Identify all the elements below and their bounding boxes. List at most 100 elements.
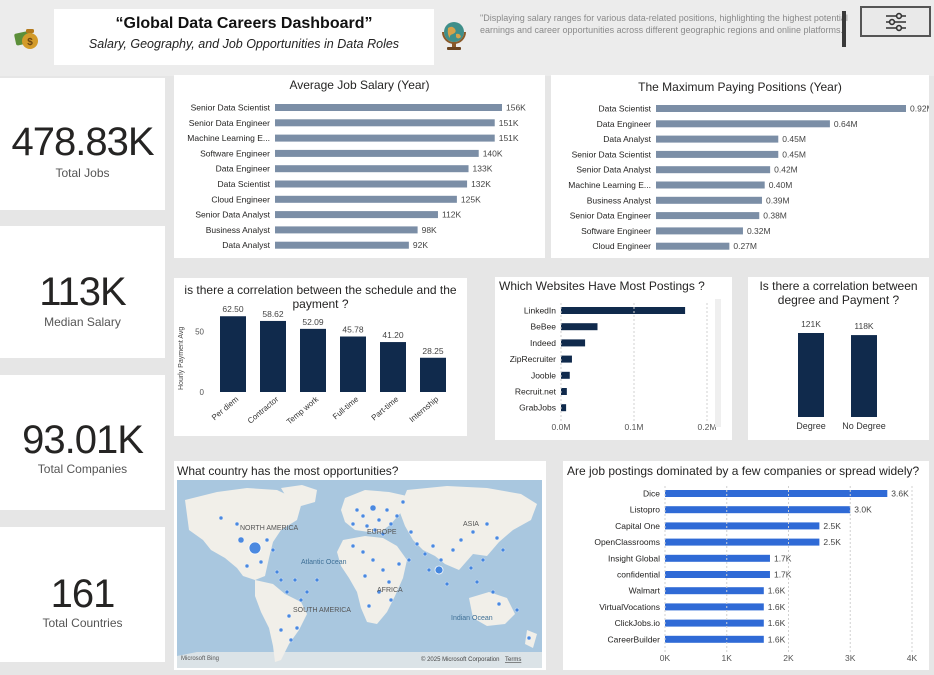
bar[interactable] [561, 323, 598, 331]
map-bubble[interactable] [366, 603, 372, 609]
bar[interactable] [665, 571, 770, 578]
map-bubble[interactable] [298, 597, 304, 603]
map-bubble[interactable] [380, 531, 386, 537]
map-bubble[interactable] [362, 573, 368, 579]
bar[interactable] [561, 307, 686, 314]
map-bubble[interactable] [514, 607, 520, 613]
world-map[interactable]: NORTH AMERICA EUROPE ASIA Atlantic Ocean… [177, 480, 542, 668]
bar[interactable] [665, 603, 764, 611]
bar[interactable] [656, 150, 779, 158]
map-bubble[interactable] [474, 579, 480, 585]
map-bubble[interactable] [422, 551, 428, 557]
map-bubble[interactable] [496, 601, 502, 607]
map-bubble[interactable] [278, 627, 284, 633]
bar[interactable] [656, 120, 830, 128]
map-bubble[interactable] [370, 557, 376, 563]
map-bubble[interactable] [396, 561, 402, 567]
bar[interactable] [275, 104, 502, 111]
bar[interactable] [275, 180, 468, 188]
filter-button[interactable] [860, 6, 931, 37]
bar[interactable] [340, 336, 366, 392]
bar[interactable] [665, 506, 851, 514]
bar[interactable] [656, 105, 906, 112]
bar[interactable] [561, 339, 586, 347]
bar[interactable] [220, 316, 246, 392]
bar[interactable] [275, 165, 469, 173]
bar[interactable] [665, 554, 770, 562]
map-bubble[interactable] [388, 521, 394, 527]
map-bubble[interactable] [468, 565, 474, 571]
bar[interactable] [798, 333, 824, 417]
map-bubble[interactable] [360, 513, 366, 519]
map-bubble[interactable] [286, 613, 292, 619]
map-bubble[interactable] [394, 513, 400, 519]
bar[interactable] [561, 371, 570, 379]
map-bubble[interactable] [414, 541, 420, 547]
map-bubble[interactable] [376, 517, 382, 523]
map-bubble[interactable] [438, 557, 444, 563]
bar[interactable] [260, 320, 286, 392]
map-bubble[interactable] [500, 547, 506, 553]
map-bubble[interactable] [350, 543, 356, 549]
map-bubble[interactable] [360, 549, 366, 555]
bar[interactable] [656, 135, 779, 143]
bar[interactable] [665, 538, 820, 546]
bar[interactable] [300, 328, 326, 392]
map-bubble[interactable] [470, 529, 476, 535]
map-bubble[interactable] [237, 536, 245, 544]
bar[interactable] [275, 119, 495, 127]
map-bubble[interactable] [458, 537, 464, 543]
bar[interactable] [665, 522, 820, 530]
map-bubble[interactable] [278, 577, 284, 583]
map-bubble[interactable] [480, 557, 486, 563]
map-bubble[interactable] [284, 589, 290, 595]
map-bubble[interactable] [288, 637, 294, 643]
map-bubble[interactable] [350, 521, 356, 527]
bar[interactable] [656, 242, 730, 250]
map-bubble[interactable] [314, 577, 320, 583]
map-bubble[interactable] [406, 557, 412, 563]
bar[interactable] [275, 134, 495, 142]
bar[interactable] [665, 490, 888, 497]
bar[interactable] [561, 355, 572, 363]
map-bubble[interactable] [354, 507, 360, 513]
map-bubble[interactable] [248, 541, 262, 555]
map-bubble[interactable] [526, 635, 532, 641]
map-bubble[interactable] [400, 499, 406, 505]
scrollbar-track[interactable] [715, 299, 721, 427]
map-bubble[interactable] [274, 569, 280, 575]
map-bubble[interactable] [408, 529, 414, 535]
bar[interactable] [656, 196, 762, 204]
bar[interactable] [561, 404, 567, 412]
map-bubble[interactable] [234, 521, 240, 527]
map-bubble[interactable] [434, 565, 444, 575]
map-bubble[interactable] [494, 535, 500, 541]
map-bubble[interactable] [380, 567, 386, 573]
map-bubble[interactable] [304, 589, 310, 595]
map-bubble[interactable] [372, 527, 378, 533]
map-bubble[interactable] [388, 597, 394, 603]
bar[interactable] [275, 195, 457, 203]
bar[interactable] [561, 388, 567, 395]
map-bubble[interactable] [450, 547, 456, 553]
map-bubble[interactable] [264, 537, 270, 543]
bar[interactable] [380, 342, 406, 392]
map-bubble[interactable] [490, 589, 496, 595]
map-bubble[interactable] [376, 589, 382, 595]
map-bubble[interactable] [244, 563, 250, 569]
map-bubble[interactable] [270, 547, 276, 553]
bar[interactable] [656, 166, 771, 174]
map-bubble[interactable] [218, 515, 224, 521]
map-bubble[interactable] [384, 507, 390, 513]
map-bubble[interactable] [258, 559, 264, 565]
map-bubble[interactable] [369, 504, 377, 512]
bar[interactable] [275, 241, 409, 249]
bar[interactable] [420, 357, 446, 392]
bar[interactable] [656, 181, 765, 189]
bar[interactable] [275, 226, 418, 234]
bar[interactable] [851, 335, 877, 417]
map-bubble[interactable] [292, 577, 298, 583]
bar[interactable] [665, 619, 764, 627]
bar[interactable] [665, 635, 764, 643]
map-bubble[interactable] [444, 581, 450, 587]
